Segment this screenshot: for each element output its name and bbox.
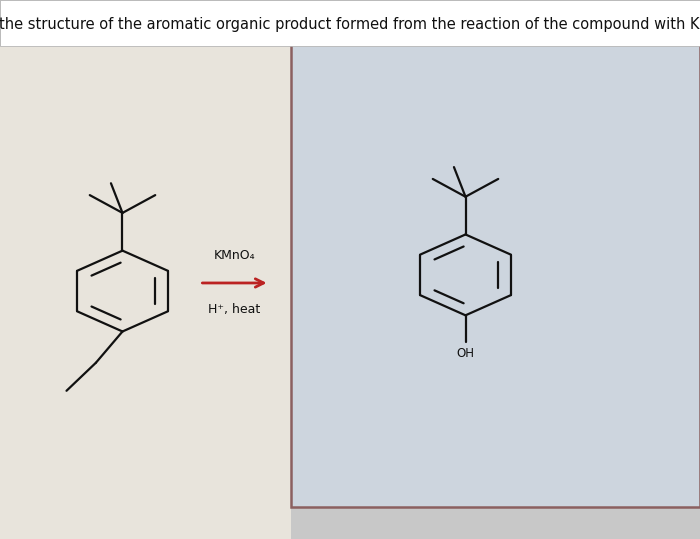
Bar [0,0,700,46]
Text: H⁺, heat: H⁺, heat [209,303,260,316]
Bar [0,46,290,539]
Text: Draw the structure of the aromatic organic product formed from the reaction of t: Draw the structure of the aromatic organ… [0,17,700,32]
Text: OH: OH [456,347,475,360]
Text: KMnO₄: KMnO₄ [214,250,256,262]
Bar [290,32,700,507]
